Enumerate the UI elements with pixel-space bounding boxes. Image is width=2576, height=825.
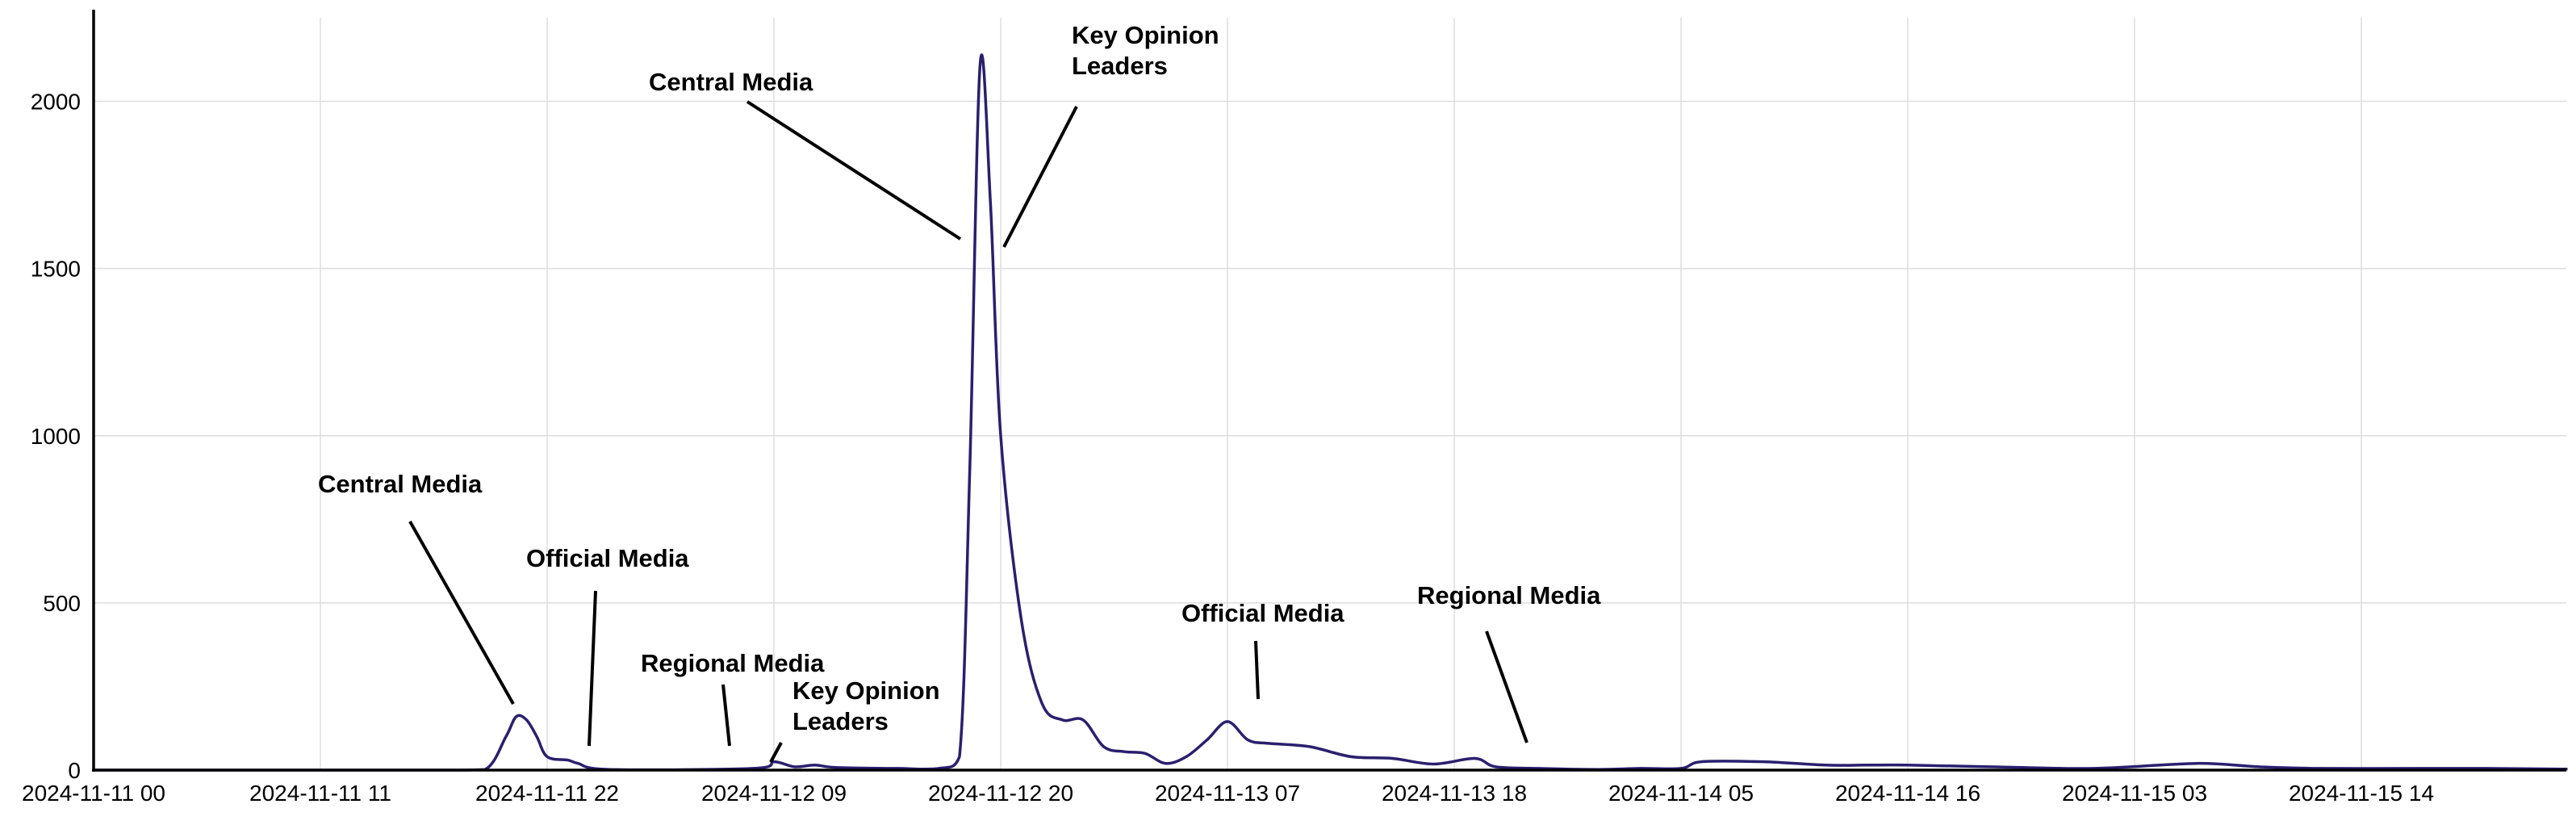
- y-tick-label: 500: [43, 591, 81, 616]
- annotation-label: Official Media: [526, 544, 689, 572]
- x-tick-label: 2024-11-13 18: [1382, 781, 1527, 806]
- y-tick-label: 0: [68, 758, 81, 783]
- annotation-leader-line: [588, 590, 597, 747]
- annotation-label: Official Media: [1181, 599, 1344, 627]
- x-tick-label: 2024-11-11 11: [249, 781, 391, 806]
- x-tick-label: 2024-11-13 07: [1155, 781, 1300, 806]
- annotation-layer: Central Media Official Media Regional Medi…: [318, 21, 1601, 763]
- y-tick-label: 1000: [31, 424, 81, 449]
- annotation-leader-line: [769, 742, 783, 763]
- annotation-label: Regional Media: [641, 649, 825, 677]
- grid-layer: [94, 18, 2566, 770]
- annotation-label: Key Opinion Leaders: [792, 676, 940, 735]
- x-tick-label: 2024-11-11 22: [475, 781, 619, 806]
- y-tick-label: 1500: [31, 257, 81, 282]
- x-tick-label: 2024-11-15 14: [2289, 781, 2434, 806]
- x-tick-label: 2024-11-15 03: [2062, 781, 2207, 806]
- x-tick-label: 2024-11-11 00: [22, 781, 165, 806]
- annotation-leader-line: [1002, 106, 1078, 248]
- annotation-leader-line: [1254, 640, 1260, 700]
- x-tick-label: 2024-11-12 20: [928, 781, 1073, 806]
- annotation-leader-line: [721, 684, 731, 747]
- x-tick-label: 2024-11-12 09: [701, 781, 847, 806]
- annotation-label: Regional Media: [1417, 581, 1601, 609]
- annotation-leader-line: [408, 521, 515, 705]
- series-line: [94, 53, 2568, 772]
- y-tick-label: 2000: [31, 90, 81, 115]
- x-tick-label: 2024-11-14 05: [1608, 781, 1754, 806]
- annotation-label: Central Media: [318, 470, 483, 498]
- annotation-label: Key Opinion Leaders: [1072, 21, 1219, 80]
- annotation-label: Central Media: [649, 68, 813, 96]
- axis-layer: 0 500 1000 1500 2000 2024-11-11 00 2024-11-11 …: [22, 10, 2566, 806]
- x-tick-label: 2024-11-14 16: [1835, 781, 1980, 806]
- series-layer: [94, 53, 2568, 772]
- annotation-leader-line: [1485, 630, 1528, 743]
- annotation-leader-line: [746, 100, 962, 241]
